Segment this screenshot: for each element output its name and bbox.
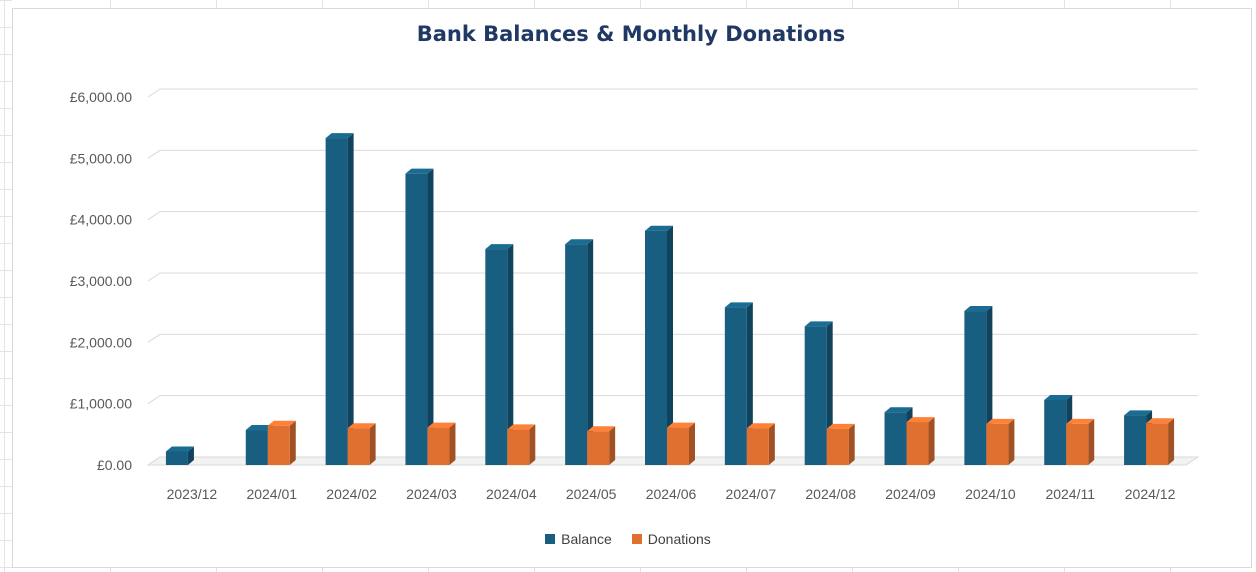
- bar-donations[interactable]: [427, 422, 456, 465]
- bar-donations[interactable]: [1066, 418, 1095, 465]
- y-tick-label: £0.00: [97, 457, 132, 473]
- x-tick-label: 2024/03: [406, 486, 457, 502]
- x-tick-label: 2024/07: [726, 486, 777, 502]
- bar-donations[interactable]: [986, 418, 1015, 465]
- x-tick-label: 2024/02: [326, 486, 377, 502]
- bar-donations[interactable]: [826, 423, 855, 465]
- bar-balance[interactable]: [485, 244, 514, 465]
- x-tick-label: 2024/12: [1125, 486, 1176, 502]
- legend-label-donations: Donations: [647, 531, 711, 547]
- y-tick-label: £4,000.00: [70, 212, 132, 228]
- chart-title: Bank Balances & Monthly Donations: [416, 22, 846, 46]
- gridline-side: [147, 333, 161, 343]
- gridline-side: [147, 272, 161, 282]
- x-tick-label: 2024/04: [486, 486, 537, 502]
- bar-donations[interactable]: [1146, 418, 1175, 465]
- bar-balance[interactable]: [325, 133, 354, 466]
- gridline-side: [147, 211, 161, 221]
- x-tick-label: 2024/09: [885, 486, 936, 502]
- chart-area[interactable]: [12, 8, 1252, 568]
- x-tick-label: 2024/05: [566, 486, 617, 502]
- legend-swatch-balance: [545, 534, 556, 544]
- bar-donations[interactable]: [746, 423, 775, 465]
- bar-donations[interactable]: [267, 420, 296, 465]
- bar-donations[interactable]: [667, 422, 695, 465]
- gridline-side: [147, 395, 161, 405]
- bar-balance[interactable]: [645, 225, 673, 465]
- bar-donations[interactable]: [906, 417, 935, 465]
- bar-donations[interactable]: [347, 423, 376, 465]
- bar-balance[interactable]: [165, 446, 194, 465]
- x-tick-label: 2024/11: [1045, 486, 1095, 502]
- x-tick-label: 2023/12: [167, 486, 218, 502]
- y-tick-label: £5,000.00: [70, 150, 132, 166]
- x-tick-label: 2024/06: [646, 486, 697, 502]
- legend-swatch-donations: [631, 534, 642, 544]
- bar-donations[interactable]: [507, 424, 536, 465]
- gridline-side: [147, 149, 161, 159]
- legend-label-balance: Balance: [561, 531, 612, 547]
- x-tick-label: 2024/10: [965, 486, 1016, 502]
- y-tick-label: £1,000.00: [70, 396, 132, 412]
- x-tick-label: 2024/08: [805, 486, 856, 502]
- bar-balance[interactable]: [565, 239, 594, 465]
- y-tick-label: £6,000.00: [70, 89, 132, 105]
- legend: Balance Donations: [0, 531, 1256, 547]
- gridline-side: [147, 88, 161, 98]
- bar-donations[interactable]: [587, 426, 616, 465]
- row-gridlines: [0, 0, 12, 572]
- legend-item-donations: Donations: [631, 531, 711, 547]
- legend-item-balance: Balance: [545, 531, 612, 547]
- y-tick-label: £3,000.00: [70, 273, 132, 289]
- bar-balance[interactable]: [405, 168, 434, 465]
- x-tick-label: 2024/01: [246, 486, 297, 502]
- bar-balance[interactable]: [724, 302, 753, 465]
- y-tick-label: £2,000.00: [70, 334, 132, 350]
